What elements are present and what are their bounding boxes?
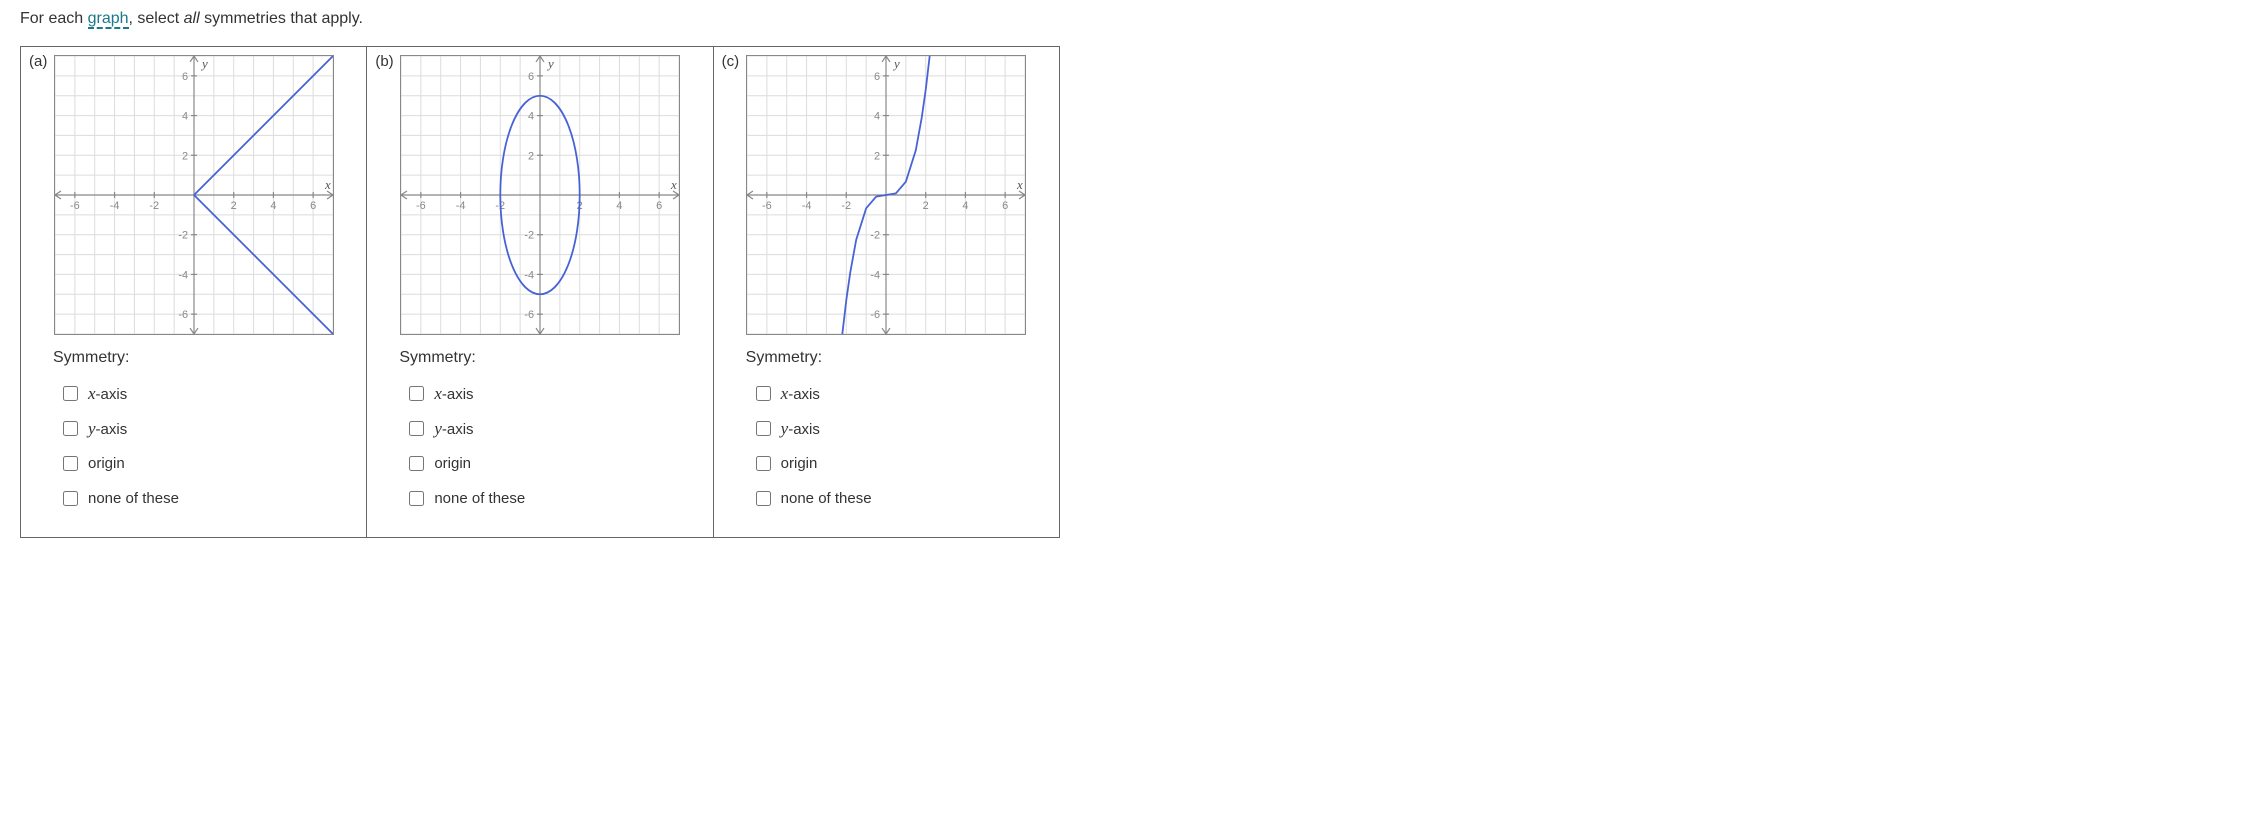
panel-a: (a) -6-4-2246-6-4-2246xy Symmetry: x-axi… [21, 47, 367, 537]
svg-text:y: y [892, 57, 900, 71]
svg-text:-6: -6 [762, 200, 772, 212]
checkbox-c-none[interactable] [756, 491, 771, 506]
checkbox-b-origin[interactable] [409, 456, 424, 471]
svg-text:x: x [1016, 178, 1023, 192]
svg-text:-4: -4 [178, 269, 188, 281]
checkbox-a-yaxis[interactable] [63, 421, 78, 436]
svg-text:-4: -4 [524, 269, 534, 281]
checkbox-b-xaxis[interactable] [409, 386, 424, 401]
symmetry-label-a: Symmetry: [31, 349, 356, 367]
svg-text:2: 2 [182, 150, 188, 162]
checkbox-c-xaxis[interactable] [756, 386, 771, 401]
svg-text:4: 4 [874, 111, 880, 123]
svg-text:-6: -6 [178, 309, 188, 321]
svg-text:-4: -4 [871, 269, 881, 281]
svg-text:6: 6 [310, 200, 316, 212]
panel-b-label: (b) [375, 53, 393, 70]
svg-text:-2: -2 [149, 200, 159, 212]
option-a-none: none of these [31, 488, 356, 509]
svg-text:-6: -6 [70, 200, 80, 212]
svg-text:-2: -2 [842, 200, 852, 212]
graph-a: -6-4-2246-6-4-2246xy [54, 55, 334, 335]
svg-text:-2: -2 [871, 230, 881, 242]
svg-text:y: y [546, 57, 554, 71]
svg-text:2: 2 [230, 200, 236, 212]
checkbox-a-none[interactable] [63, 491, 78, 506]
option-a-origin: origin [31, 453, 356, 474]
checkbox-a-origin[interactable] [63, 456, 78, 471]
option-b-xaxis: x-axis [377, 383, 702, 404]
prompt-all: all [184, 10, 200, 27]
option-b-yaxis: y-axis [377, 418, 702, 439]
svg-text:4: 4 [528, 111, 534, 123]
svg-text:-4: -4 [802, 200, 812, 212]
checkbox-b-none[interactable] [409, 491, 424, 506]
svg-text:4: 4 [616, 200, 622, 212]
svg-text:2: 2 [874, 150, 880, 162]
svg-text:-2: -2 [178, 230, 188, 242]
question-prompt: For each graph, select all symmetries th… [20, 10, 2228, 28]
panel-c: (c) -6-4-2246-6-4-2246xy Symmetry: x-axi… [714, 47, 1059, 537]
svg-text:-6: -6 [871, 309, 881, 321]
svg-text:-2: -2 [524, 230, 534, 242]
graph-link[interactable]: graph [88, 10, 129, 29]
option-a-yaxis: y-axis [31, 418, 356, 439]
option-b-origin: origin [377, 453, 702, 474]
svg-text:-6: -6 [524, 309, 534, 321]
prompt-suffix: symmetries that apply. [200, 10, 363, 27]
panel-b: (b) -6-4-2246-6-4-2246xy Symmetry: x-axi… [367, 47, 713, 537]
svg-text:6: 6 [874, 71, 880, 83]
prompt-middle: , select [129, 10, 184, 27]
svg-text:y: y [200, 57, 208, 71]
svg-text:6: 6 [528, 71, 534, 83]
panels-container: (a) -6-4-2246-6-4-2246xy Symmetry: x-axi… [20, 46, 1060, 538]
svg-text:2: 2 [528, 150, 534, 162]
prompt-prefix: For each [20, 10, 88, 27]
option-c-xaxis: x-axis [724, 383, 1049, 404]
panel-a-label: (a) [29, 53, 47, 70]
svg-text:x: x [670, 178, 677, 192]
symmetry-label-c: Symmetry: [724, 349, 1049, 367]
svg-text:x: x [324, 178, 331, 192]
svg-text:4: 4 [270, 200, 276, 212]
svg-text:-6: -6 [416, 200, 426, 212]
checkbox-b-yaxis[interactable] [409, 421, 424, 436]
checkbox-c-yaxis[interactable] [756, 421, 771, 436]
graph-c: -6-4-2246-6-4-2246xy [746, 55, 1026, 335]
svg-text:6: 6 [1002, 200, 1008, 212]
svg-text:4: 4 [963, 200, 969, 212]
option-c-origin: origin [724, 453, 1049, 474]
option-c-none: none of these [724, 488, 1049, 509]
svg-text:4: 4 [182, 111, 188, 123]
option-b-none: none of these [377, 488, 702, 509]
svg-text:-4: -4 [109, 200, 119, 212]
panel-c-label: (c) [722, 53, 740, 70]
svg-text:6: 6 [182, 71, 188, 83]
svg-text:6: 6 [656, 200, 662, 212]
option-c-yaxis: y-axis [724, 418, 1049, 439]
symmetry-label-b: Symmetry: [377, 349, 702, 367]
graph-b: -6-4-2246-6-4-2246xy [400, 55, 680, 335]
checkbox-a-xaxis[interactable] [63, 386, 78, 401]
svg-text:-4: -4 [456, 200, 466, 212]
checkbox-c-origin[interactable] [756, 456, 771, 471]
option-a-xaxis: x-axis [31, 383, 356, 404]
svg-text:2: 2 [923, 200, 929, 212]
